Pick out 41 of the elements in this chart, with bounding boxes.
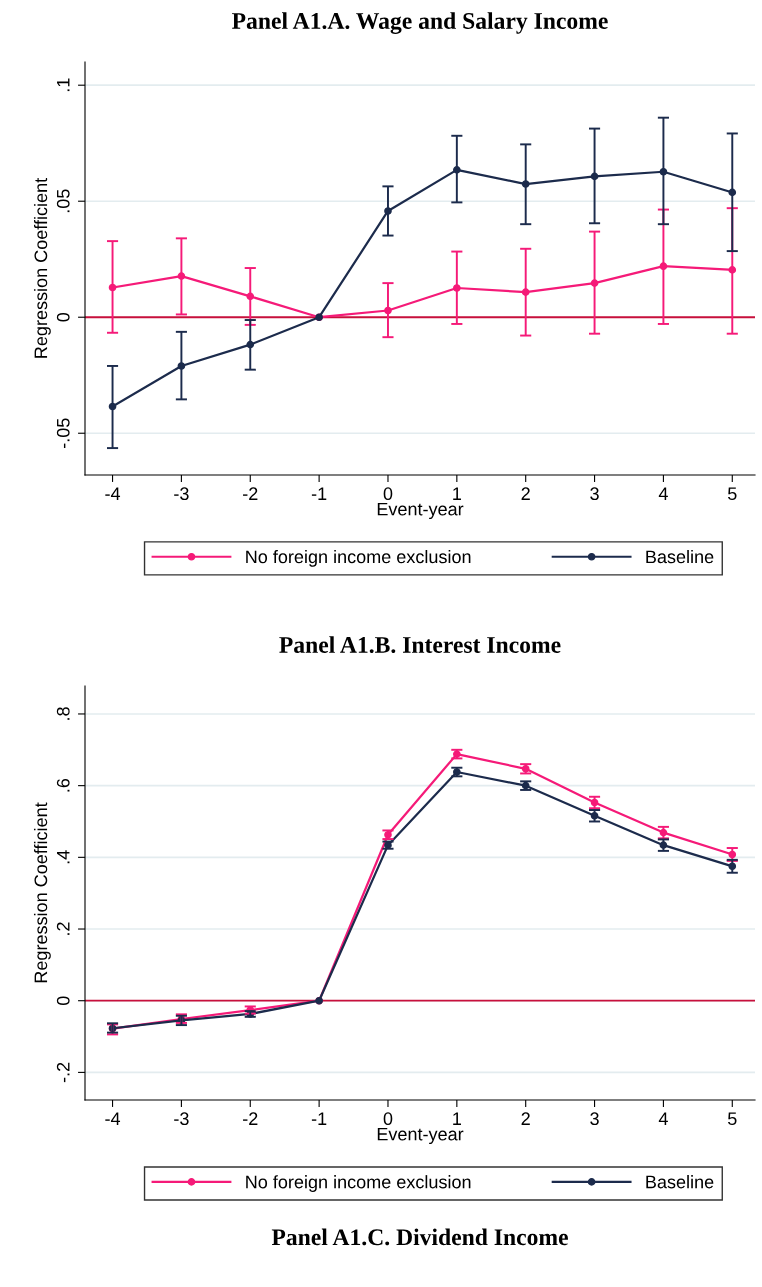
x-tick-label: 5 [727,487,737,501]
x-tick-label: 3 [590,1112,599,1126]
x-axis-title: Event-year [377,502,464,520]
x-axis-title: Event-year [377,1127,464,1145]
y-tick-label: .8 [56,707,70,720]
y-tick-label: .4 [57,850,70,864]
y-tick-label: .1 [57,78,70,92]
x-tick-label: 0 [383,1112,393,1126]
x-tick-label: -2 [243,1112,258,1125]
x-tick-label: -2 [243,487,258,500]
y-axis-title: Regression Coefficient [33,802,51,983]
x-tick-label: -4 [105,1112,121,1125]
x-tick-label: -1 [311,1112,327,1125]
x-tick-label: 4 [658,487,668,500]
y-tick-label: 0 [56,996,70,1006]
legend-label: Baseline [646,549,714,564]
y-tick-label: -.2 [56,1062,70,1083]
chart-title: Panel A1.B. Interest Income [279,636,561,653]
x-tick-label: 5 [727,1112,737,1126]
y-axis-title: Regression Coefficient [33,177,51,358]
text: Panel A1.C. Dividend Income [271,1228,568,1246]
y-tick-label: -.05 [56,418,70,448]
y-tick-label: .05 [56,189,70,213]
x-tick-label: -3 [174,1112,189,1126]
x-tick-label: 3 [590,487,599,501]
chart-title: Panel A1.A. Wage and Salary Income [232,12,608,34]
y-tick-label: .2 [56,922,70,935]
x-tick-label: 1 [453,1112,461,1125]
legend-label: No foreign income exclusion [246,549,471,567]
x-tick-label: -3 [174,487,189,501]
y-tick-label: 0 [56,312,70,322]
x-tick-label: 1 [453,487,461,500]
legend-label: No foreign income exclusion [246,1175,471,1192]
x-tick-label: -1 [311,487,327,500]
x-tick-label: 0 [383,487,393,501]
legend-label: Baseline [646,1175,714,1189]
x-tick-label: -4 [105,487,121,500]
x-tick-label: 2 [521,1112,530,1125]
x-tick-label: 2 [521,487,530,500]
x-tick-label: 4 [658,1112,668,1125]
y-tick-label: .6 [56,778,70,792]
